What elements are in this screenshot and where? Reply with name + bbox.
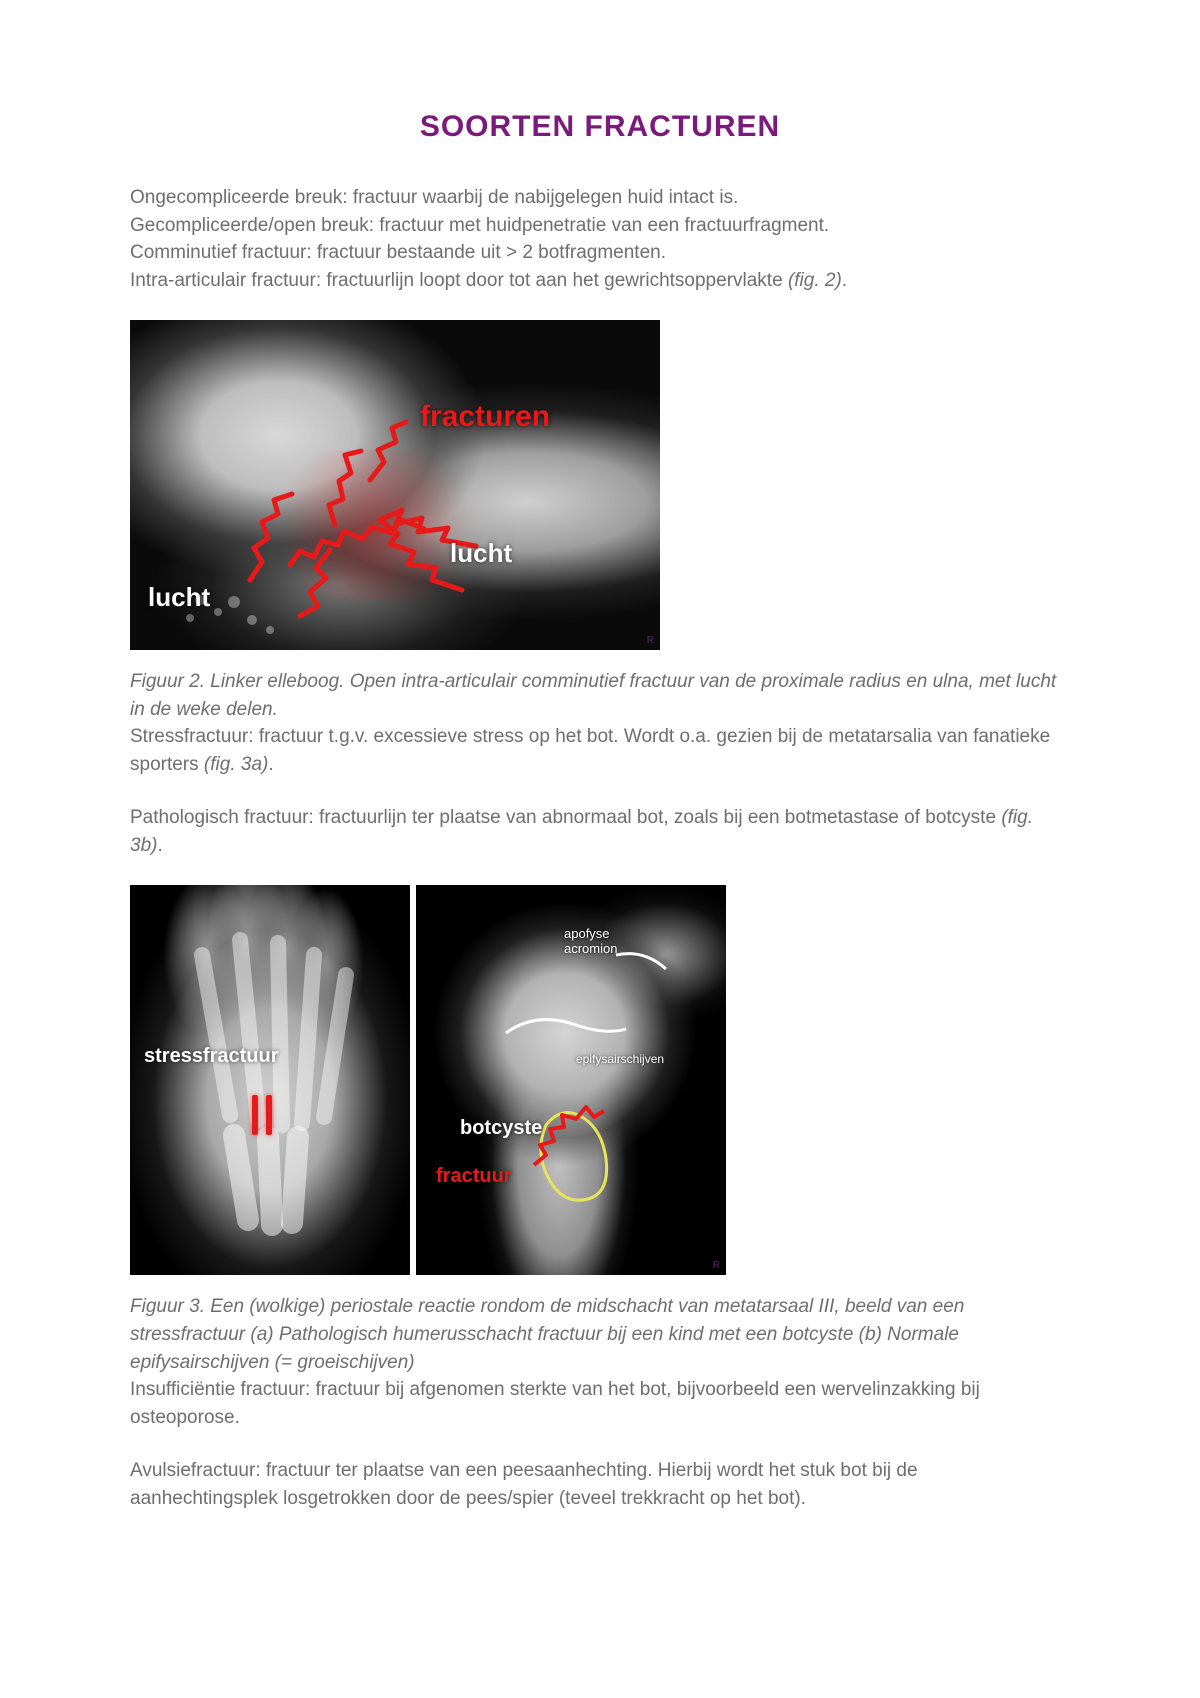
document-page: SOORTEN FRACTUREN Ongecompliceerde breuk… <box>0 0 1200 1598</box>
intro-paragraph: Ongecompliceerde breuk: fractuur waarbij… <box>130 184 1070 294</box>
label-apofyse: apofyse acromion <box>564 927 617 956</box>
insuff-line: Insufficiëntie fractuur: fractuur bij af… <box>130 1379 980 1428</box>
patho-line: Pathologisch fractuur: fractuurlijn ter … <box>130 807 996 828</box>
label-epifysair: epifysairschijven <box>576 1053 664 1066</box>
figure-3b-shoulder: apofyse acromion epifysairschijven botcy… <box>416 885 726 1275</box>
label-botcyste: botcyste <box>460 1117 542 1140</box>
apofyse-text: apofyse <box>564 926 610 941</box>
watermark-icon: R <box>647 635 654 646</box>
figure-3: stressfractuur <box>130 885 1070 1275</box>
figure-2: fracturen lucht lucht R <box>130 320 1070 650</box>
page-title: SOORTEN FRACTUREN <box>130 110 1070 144</box>
intro-line-4: Intra-articulair fractuur: fractuurlijn … <box>130 270 783 291</box>
caption-3: Figuur 3. Een (wolkige) periostale react… <box>130 1296 964 1372</box>
stress-mark-2 <box>266 1095 272 1135</box>
avulsie-line: Avulsiefractuur: fractuur ter plaatse va… <box>130 1460 918 1509</box>
label-fracturen: fracturen <box>420 400 550 434</box>
stress-mark-1 <box>252 1095 258 1135</box>
caption-3-block: Figuur 3. Een (wolkige) periostale react… <box>130 1293 1070 1431</box>
intro-line-2: Gecompliceerde/open breuk: fractuur met … <box>130 215 829 236</box>
patho-paragraph: Pathologisch fractuur: fractuurlijn ter … <box>130 804 1070 859</box>
intro-line-1: Ongecompliceerde breuk: fractuur waarbij… <box>130 187 738 208</box>
intro-line-3: Comminutief fractuur: fractuur bestaande… <box>130 242 666 263</box>
figure-2-xray: fracturen lucht lucht R <box>130 320 660 650</box>
label-lucht-right: lucht <box>450 538 512 569</box>
label-lucht-left: lucht <box>148 582 210 613</box>
stress-line: Stressfractuur: fractuur t.g.v. excessie… <box>130 726 1050 775</box>
label-fractuur: fractuur <box>436 1165 512 1188</box>
caption-2-block: Figuur 2. Linker elleboog. Open intra-ar… <box>130 668 1070 778</box>
avulsie-paragraph: Avulsiefractuur: fractuur ter plaatse va… <box>130 1457 1070 1512</box>
stress-fig-ref: (fig. 3a) <box>204 754 268 775</box>
watermark-icon-2: R <box>713 1260 720 1271</box>
intro-fig-ref: (fig. 2) <box>788 270 842 291</box>
figure-3a-foot: stressfractuur <box>130 885 410 1275</box>
caption-2: Figuur 2. Linker elleboog. Open intra-ar… <box>130 671 1056 720</box>
foot-bones-svg <box>130 885 410 1275</box>
label-stressfractuur: stressfractuur <box>144 1045 279 1068</box>
acromion-text: acromion <box>564 941 617 956</box>
figure-3-container: stressfractuur <box>130 885 730 1275</box>
